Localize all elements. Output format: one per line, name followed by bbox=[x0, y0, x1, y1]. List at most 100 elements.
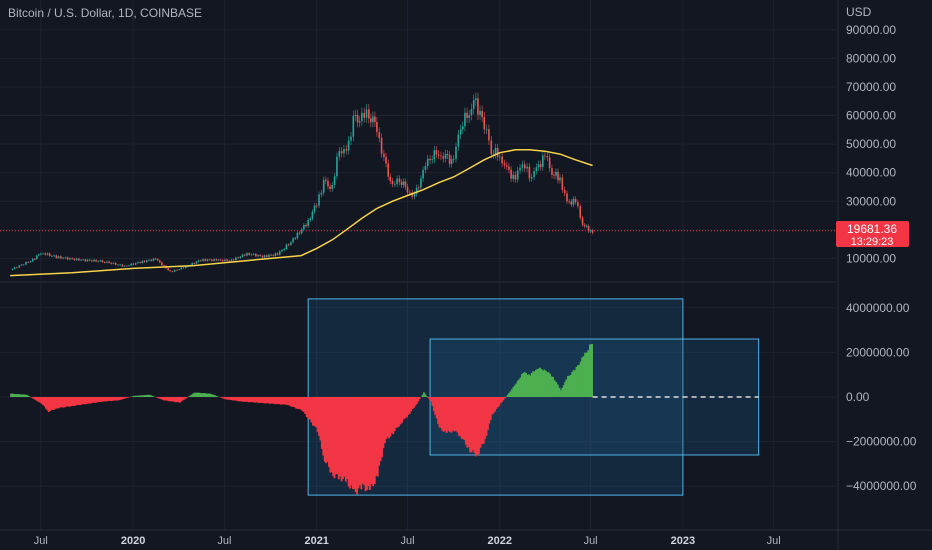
histogram-bar bbox=[364, 397, 367, 492]
x-tick-label: Jul bbox=[767, 535, 781, 547]
candle-body bbox=[340, 151, 343, 154]
candle-body bbox=[572, 198, 575, 205]
histogram-bar bbox=[325, 397, 327, 464]
candle-body bbox=[73, 258, 76, 261]
candle-body bbox=[159, 260, 161, 263]
histogram-bar bbox=[477, 397, 480, 454]
candle-body bbox=[542, 155, 544, 167]
histogram-bar bbox=[79, 397, 82, 406]
histogram-bar bbox=[264, 397, 267, 404]
histogram-bar bbox=[413, 397, 415, 408]
candle-body bbox=[180, 267, 183, 270]
histogram-bar bbox=[61, 397, 63, 408]
histogram-bar bbox=[376, 397, 379, 477]
histogram-bar bbox=[201, 393, 204, 397]
candle-body bbox=[13, 267, 16, 269]
histogram-bar bbox=[209, 393, 212, 397]
histogram-bar bbox=[396, 397, 399, 428]
candle-body bbox=[11, 268, 14, 270]
candle-body bbox=[325, 179, 327, 181]
candle-body bbox=[535, 167, 538, 172]
candle-body bbox=[241, 254, 244, 257]
histogram-bar bbox=[123, 397, 126, 399]
indicator-y-tick-label: 2000000.00 bbox=[846, 345, 910, 359]
histogram-bar bbox=[239, 397, 242, 402]
candle-body bbox=[296, 232, 299, 239]
candle-body bbox=[298, 232, 301, 234]
histogram-bar bbox=[535, 370, 537, 397]
histogram-bar bbox=[94, 397, 97, 403]
histogram-bar bbox=[499, 397, 502, 404]
histogram-bar bbox=[287, 397, 290, 406]
histogram-bar bbox=[142, 395, 145, 397]
histogram-bar bbox=[104, 397, 106, 402]
candle-body bbox=[462, 126, 464, 130]
candle-body bbox=[481, 110, 483, 118]
candle-body bbox=[287, 244, 290, 246]
candle-body bbox=[215, 259, 218, 261]
candle-body bbox=[95, 259, 97, 262]
histogram-bar bbox=[99, 397, 102, 402]
candle-body bbox=[345, 149, 348, 151]
candle-body bbox=[391, 181, 394, 185]
histogram-bar bbox=[559, 390, 562, 397]
candle-body bbox=[338, 151, 341, 157]
price-y-tick-label: 30000.00 bbox=[846, 194, 896, 208]
histogram-bar bbox=[125, 397, 128, 399]
histogram-bar bbox=[441, 397, 444, 431]
candle-body bbox=[208, 259, 211, 261]
histogram-bar bbox=[102, 397, 105, 402]
histogram-bar bbox=[578, 364, 581, 397]
histogram-bar bbox=[54, 397, 57, 409]
candle-body bbox=[523, 164, 526, 169]
histogram-bar bbox=[399, 397, 402, 425]
histogram-bar bbox=[195, 392, 198, 397]
histogram-bar bbox=[120, 397, 123, 400]
histogram-bar bbox=[286, 397, 289, 405]
histogram-bar bbox=[88, 397, 91, 404]
candle-body bbox=[119, 264, 121, 266]
histogram-bar bbox=[244, 397, 247, 402]
histogram-bar bbox=[90, 397, 93, 404]
candle-body bbox=[396, 178, 398, 185]
histogram-bar bbox=[555, 382, 558, 397]
histogram-bar bbox=[498, 397, 501, 406]
histogram-bar bbox=[337, 397, 340, 480]
histogram-bar bbox=[319, 397, 322, 441]
candle-body bbox=[409, 192, 411, 194]
histogram-bar bbox=[448, 397, 451, 432]
histogram-bar bbox=[307, 397, 310, 419]
last-price-badge[interactable]: 19681.36 13:29:23 bbox=[836, 221, 909, 248]
histogram-bar bbox=[36, 397, 39, 402]
candle-body bbox=[402, 181, 405, 185]
histogram-bar bbox=[588, 344, 591, 397]
histogram-bar bbox=[260, 397, 262, 403]
candle-body bbox=[285, 244, 288, 249]
histogram-bar bbox=[96, 397, 99, 403]
candle-body bbox=[514, 174, 517, 180]
histogram-bar bbox=[402, 397, 405, 420]
histogram-bar bbox=[405, 397, 408, 418]
candle-body bbox=[121, 264, 124, 267]
histogram-bar bbox=[14, 394, 17, 397]
histogram-bar bbox=[213, 395, 216, 397]
candle-body bbox=[468, 115, 471, 118]
candle-body bbox=[526, 166, 528, 169]
candle-body bbox=[235, 257, 237, 261]
histogram-bar bbox=[532, 371, 535, 397]
histogram-bar bbox=[414, 397, 417, 406]
histogram-bar bbox=[151, 395, 154, 397]
candle-body bbox=[18, 265, 21, 268]
histogram-bar bbox=[368, 397, 371, 490]
histogram-bar bbox=[134, 395, 137, 397]
candle-body bbox=[548, 157, 551, 169]
histogram-bar bbox=[332, 397, 335, 477]
histogram-bar bbox=[83, 397, 86, 405]
candle-body bbox=[148, 259, 150, 261]
candle-body bbox=[483, 117, 486, 130]
histogram-bar bbox=[385, 397, 388, 440]
histogram-bar bbox=[539, 367, 542, 397]
histogram-bar bbox=[344, 397, 347, 482]
